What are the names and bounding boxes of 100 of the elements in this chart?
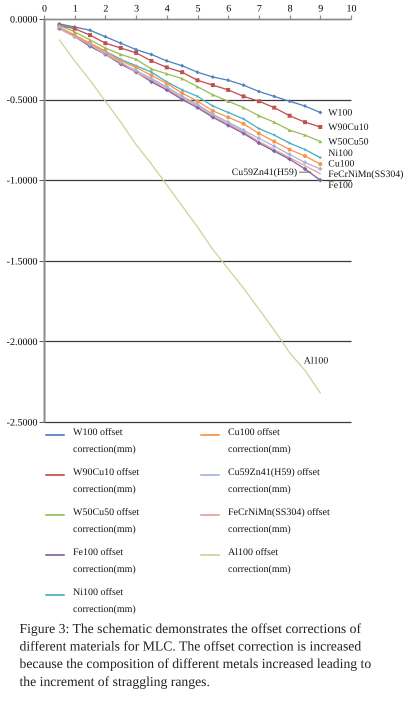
point: [196, 99, 200, 104]
point: [196, 70, 200, 74]
point: [272, 120, 276, 124]
point: [256, 114, 261, 118]
point: [196, 94, 200, 98]
point: [302, 166, 307, 171]
point: [196, 102, 200, 106]
point: [180, 70, 184, 74]
point: [318, 166, 322, 171]
point: [257, 126, 261, 130]
x-tick-label: 2: [103, 4, 108, 14]
x-tick-label: 6: [226, 4, 232, 14]
point: [272, 94, 276, 98]
point: [303, 148, 307, 152]
legend-label: Ni100 offset correction(mm): [73, 587, 136, 615]
point: [226, 120, 230, 124]
legend-label: Al100 offset correction(mm): [228, 547, 291, 575]
annotation: Al100: [304, 356, 328, 367]
point: [210, 75, 215, 80]
point: [272, 140, 276, 144]
legend-label: W50Cu50 offset correction(mm): [73, 507, 140, 535]
x-tick-label: 0: [42, 4, 47, 14]
x-tick-label: 4: [164, 4, 170, 14]
point: [118, 41, 123, 46]
point: [256, 131, 261, 136]
point: [210, 83, 215, 88]
point: [318, 178, 322, 182]
point: [288, 157, 292, 162]
point: [164, 72, 169, 76]
caption: Figure 3: The schematic demonstrates the offset corrections of different materials for MLC. The offset correction is increased because the composition of different metals increased leading to the increment of straggling ranges.: [20, 621, 372, 689]
point: [118, 46, 123, 50]
point: [288, 114, 292, 118]
point: [180, 94, 184, 98]
point: [226, 99, 230, 103]
point: [242, 116, 246, 121]
point: [242, 128, 246, 132]
point: [242, 106, 246, 110]
point: [196, 78, 200, 82]
legend-label: FeCrNiMn(SS304) offset correction(mm): [228, 507, 330, 535]
annotation: FeCrNiMn(SS304): [328, 169, 404, 180]
point: [210, 112, 215, 116]
x-tick-label: 7: [256, 4, 262, 14]
point: [288, 128, 292, 132]
point: [256, 136, 261, 140]
point: [242, 131, 246, 136]
x-tick-label: 5: [196, 4, 200, 14]
point: [302, 133, 307, 137]
y-tick-label: -2.0000: [6, 336, 38, 348]
point: [242, 94, 246, 98]
point: [302, 104, 307, 108]
point: [302, 160, 307, 164]
point: [149, 76, 154, 81]
point: [103, 34, 108, 39]
y-tick-label: -0.5000: [6, 95, 38, 106]
point: [302, 120, 307, 124]
point: [164, 65, 169, 70]
point: [164, 58, 169, 63]
x-tick-label: 8: [288, 4, 293, 14]
point: [288, 148, 292, 152]
annotation: Ni100: [328, 148, 353, 160]
point: [318, 110, 322, 114]
point: [272, 149, 276, 154]
x-tick-label: 1: [72, 4, 78, 14]
annotation: Cu59Zn41(H59): [232, 167, 298, 178]
annotation: Cu100: [328, 158, 355, 170]
point: [256, 141, 261, 146]
y-tick-label: -1.0000: [6, 176, 38, 187]
point: [288, 141, 292, 145]
point: [88, 28, 92, 32]
point: [134, 50, 138, 55]
legend-label: Cu100 offset correction(mm): [228, 427, 291, 455]
point: [180, 91, 184, 96]
point: [272, 144, 276, 148]
point: [210, 93, 215, 96]
point: [103, 41, 108, 46]
point: [149, 58, 154, 63]
point: [272, 106, 276, 110]
x-tick-label: 10: [346, 4, 356, 14]
point: [226, 115, 230, 120]
point: [149, 52, 154, 56]
point: [226, 78, 230, 82]
point: [318, 125, 322, 130]
point: [288, 152, 292, 156]
point: [164, 84, 169, 89]
annotation: W90Cu10: [328, 122, 369, 134]
annotation: W50Cu50: [328, 136, 369, 148]
point: [196, 84, 200, 88]
point: [256, 90, 261, 94]
point: [302, 154, 307, 158]
y-tick-label: 0.0000: [10, 14, 38, 26]
point: [318, 162, 322, 166]
point: [226, 88, 230, 92]
y-tick-label: -1.5000: [6, 256, 38, 268]
legend-label: W90Cu10 offset correction(mm): [73, 467, 140, 495]
legend-label: Cu59Zn41(H59) offset correction(mm): [228, 467, 320, 495]
y-tick-label: -2.5000: [6, 418, 38, 428]
point: [149, 73, 154, 78]
point: [180, 76, 184, 80]
legend-label: Fe100 offset correction(mm): [73, 547, 136, 575]
point: [88, 33, 92, 38]
